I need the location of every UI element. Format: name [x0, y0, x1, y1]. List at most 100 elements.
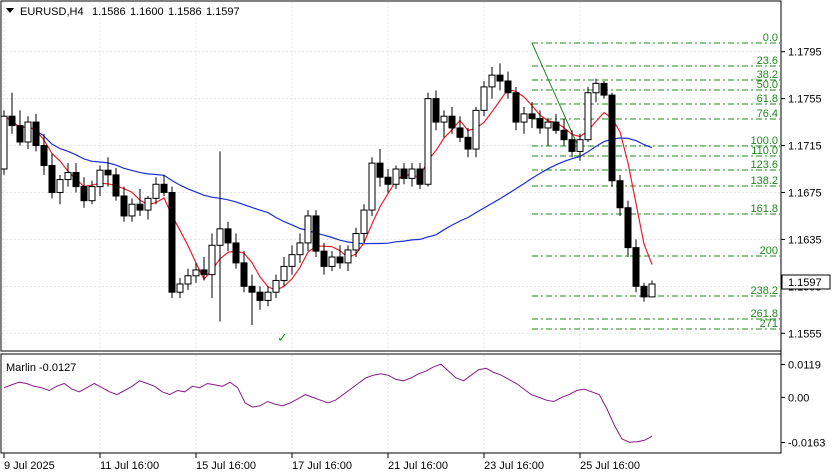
candle-bearish — [104, 169, 112, 176]
time-tick-label: 15 Jul 16:00 — [196, 460, 256, 472]
candle-bullish — [296, 242, 304, 256]
candle-bullish — [472, 109, 480, 150]
candle-bearish — [560, 129, 568, 141]
candle-bearish — [456, 127, 464, 138]
candle-bullish — [392, 168, 400, 185]
candle-bearish — [48, 164, 56, 193]
time-tick-label: 21 Jul 16:00 — [388, 460, 448, 472]
candle-bullish — [592, 82, 600, 94]
candle-bullish — [208, 244, 216, 276]
candle-bullish — [328, 256, 336, 267]
price-tick-label: 1.1675 — [788, 187, 822, 199]
candle-bearish — [464, 136, 472, 150]
candle-bearish — [448, 115, 456, 129]
fib-level-label: 76.4 — [757, 108, 778, 120]
candle-bullish — [368, 162, 376, 211]
candle-bullish — [24, 121, 32, 143]
fib-level-label: 161.8 — [750, 203, 778, 215]
candle-bearish — [40, 145, 48, 166]
candle-bearish — [248, 285, 256, 293]
osc-tick-label: -0.0163 — [788, 438, 825, 450]
candle-bearish — [200, 269, 208, 276]
candle-bearish — [568, 139, 576, 152]
fib-level-label: 123.6 — [750, 159, 778, 171]
fib-level-label: 138.2 — [750, 175, 778, 187]
price-axis[interactable]: 1.17951.17551.17151.16751.16351.15951.15… — [781, 47, 822, 341]
candle-bearish — [432, 98, 440, 123]
candle-bullish — [128, 203, 136, 217]
price-tick-label: 1.1755 — [788, 94, 822, 106]
open-price: 1.1586 — [92, 6, 126, 18]
price-tick-label: 1.1635 — [788, 234, 822, 246]
candle-bullish — [360, 209, 368, 235]
close-price: 1.1597 — [206, 6, 240, 18]
osc-tick-label: 0.00 — [788, 392, 809, 404]
candle-bullish — [56, 179, 64, 193]
candle-bearish — [168, 191, 176, 293]
fib-level-label: 110.0 — [751, 145, 778, 157]
candle-bullish — [264, 291, 272, 301]
candle-bearish — [32, 121, 40, 147]
candle-bullish — [648, 283, 656, 298]
candle-bearish — [632, 247, 640, 287]
candle-bearish — [224, 228, 232, 244]
candle-bullish — [192, 269, 200, 277]
candle-bullish — [440, 115, 448, 123]
candle-bullish — [96, 169, 104, 188]
candle-bullish — [480, 86, 488, 111]
fib-level-label: 238.2 — [750, 285, 778, 297]
candle-bearish — [536, 118, 544, 129]
candle-bullish — [280, 265, 288, 281]
candle-bearish — [112, 174, 120, 197]
candle-bullish — [184, 275, 192, 285]
osc-tick-label: 0.0119 — [788, 359, 821, 371]
fib-trendline — [531, 42, 579, 147]
fib-level-label: 271 — [760, 318, 778, 330]
candle-bearish — [72, 172, 80, 188]
candle-bullish — [424, 98, 432, 185]
candle-bearish — [16, 125, 24, 143]
candle-bearish — [504, 80, 512, 94]
candle-bearish — [608, 94, 616, 182]
time-tick-label: 17 Jul 16:00 — [292, 460, 352, 472]
candle-bearish — [496, 74, 504, 82]
candle-bearish — [600, 82, 608, 96]
candle-bearish — [240, 262, 248, 287]
symbol-name: EURUSD,H4 — [20, 6, 84, 18]
fib-level-label: 50.0 — [757, 79, 778, 91]
fib-level-label: 100.0 — [750, 135, 778, 147]
fib-level-label: 0.0 — [763, 32, 778, 44]
candle-bearish — [232, 242, 240, 264]
candle-bearish — [160, 183, 168, 193]
candle-bearish — [640, 285, 648, 298]
candle-bullish — [344, 249, 352, 264]
candle-bearish — [336, 256, 344, 264]
candle-bullish — [0, 115, 8, 170]
moving-averages — [3, 88, 653, 291]
fib-level-label: 200 — [760, 245, 778, 257]
candle-bearish — [400, 168, 408, 179]
candle-bullish — [304, 215, 312, 244]
candle-bearish — [376, 162, 384, 178]
time-tick-label: 11 Jul 16:00 — [100, 460, 159, 472]
fib-level-label: 61.8 — [757, 93, 778, 105]
candle-bullish — [520, 113, 528, 123]
candle-bullish — [544, 121, 552, 129]
candle-bearish — [256, 291, 264, 301]
fib-level-label: 38.2 — [757, 69, 778, 81]
candle-bullish — [488, 74, 496, 88]
fib-level-label: 23.6 — [757, 55, 778, 67]
candle-bearish — [320, 250, 328, 267]
oscillator-label: Marlin -0.0127 — [6, 362, 76, 374]
low-price: 1.1586 — [168, 6, 202, 18]
symbol-menu-icon[interactable] — [6, 8, 14, 13]
candle-bearish — [552, 121, 560, 131]
time-tick-label: 23 Jul 16:00 — [484, 460, 544, 472]
time-axis[interactable]: 9 Jul 2025 11 Jul 16:00 15 Jul 16:00 17 Jul… — [3, 453, 640, 472]
candle-bullish — [576, 139, 584, 152]
candle-bearish — [136, 203, 144, 211]
oscillator-axis: 0.0119 0.00 -0.0163 — [781, 359, 825, 450]
candle-bullish — [152, 183, 160, 199]
